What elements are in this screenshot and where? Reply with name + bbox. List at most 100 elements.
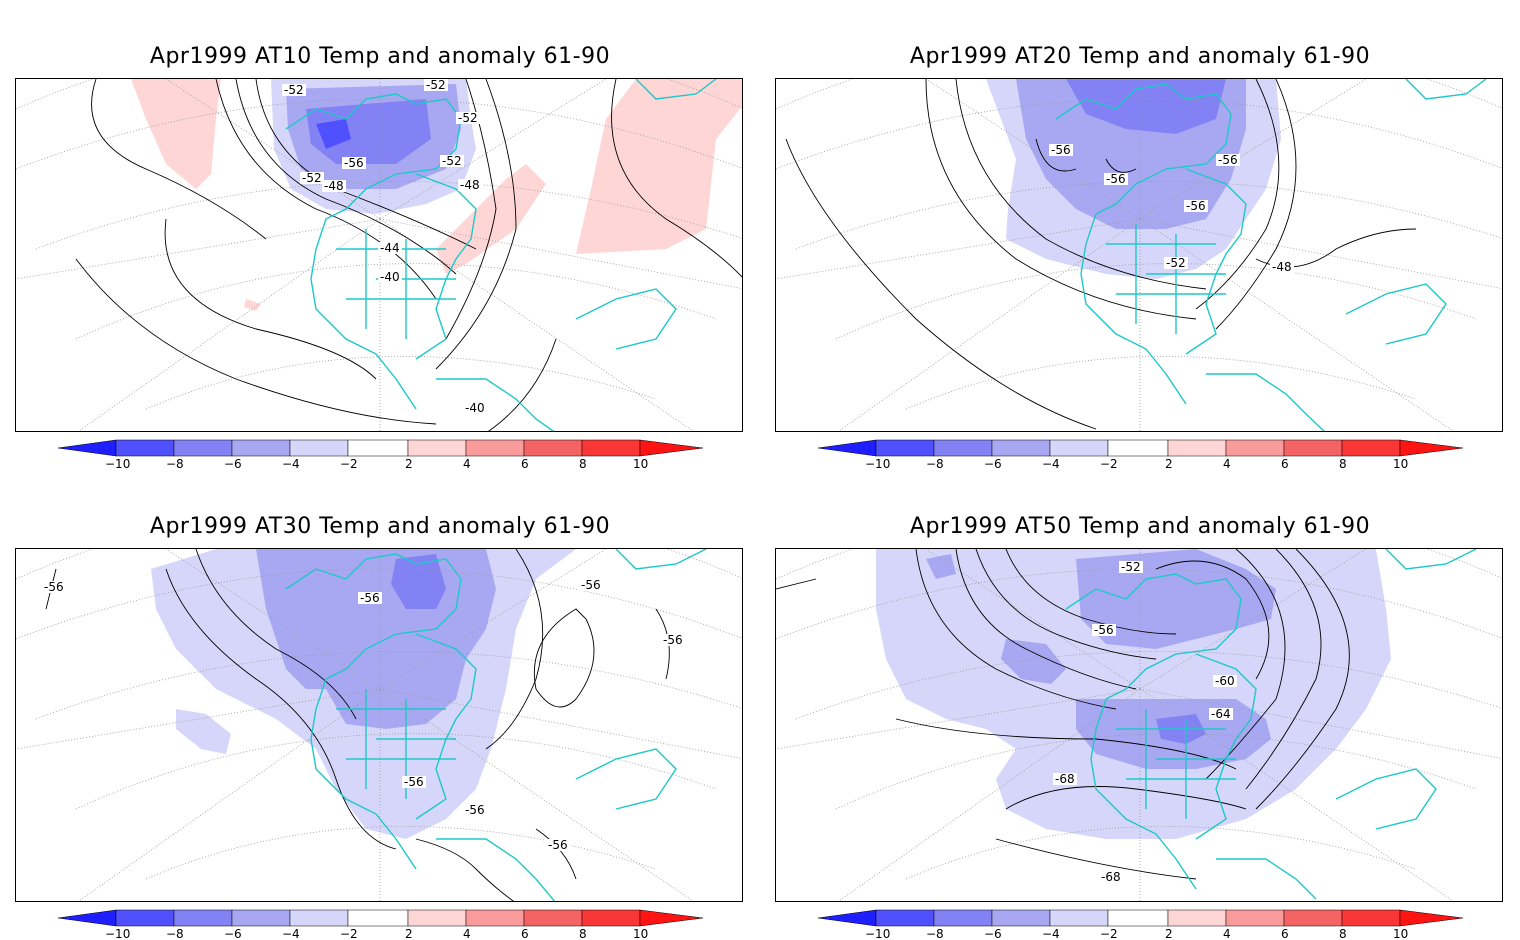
colorbar-tick: −6 [984, 927, 1002, 940]
contour-label: -68 [1101, 870, 1121, 884]
colorbar-bin [173, 909, 233, 927]
colorbar-tick: 10 [1393, 457, 1408, 470]
warm-anomaly-atlantic-west [436, 164, 546, 274]
colorbar-arrow-left [818, 909, 877, 927]
colorbar-tick: 2 [1165, 927, 1173, 940]
contour-label: -56 [1051, 143, 1071, 157]
colorbar-tick: 10 [633, 457, 648, 470]
contour-label: -52 [426, 79, 446, 92]
colorbar-arrow-right [639, 439, 703, 457]
contour-label: -44 [380, 241, 400, 255]
colorbar-tick: 6 [521, 927, 529, 940]
colorbar-tick: −10 [865, 457, 890, 470]
colorbar-bin-neutral [347, 909, 409, 927]
colorbar-bin-neutral [1107, 439, 1169, 457]
contour-label: -40 [465, 401, 485, 415]
map-frame: -56 -56 -56 -56 -52 -48 [775, 78, 1503, 432]
cold-anomaly-moderate-west-small [926, 554, 956, 579]
contour-label: -56 [548, 838, 568, 852]
contour-label: -56 [1218, 153, 1238, 167]
map-at10: -52 -52 -52 -52 -56 -52 -48 -48 -44 -40 … [16, 79, 742, 431]
colorbar-tick: −8 [166, 457, 184, 470]
panel-at50: Apr1999 AT50 Temp and anomaly 61-90 [760, 470, 1520, 940]
contour-label: -52 [458, 111, 478, 125]
colorbar-tick: 8 [579, 457, 587, 470]
panel-title: Apr1999 AT50 Temp and anomaly 61-90 [909, 514, 1371, 539]
colorbar-tick: 8 [1339, 927, 1347, 940]
coastlines [1065, 549, 1477, 900]
cold-anomaly-moderate-west [1001, 639, 1066, 684]
colorbar-arrow-right [639, 909, 703, 927]
contour-label: -56 [581, 578, 601, 592]
colorbar-arrow-left [58, 909, 117, 927]
colorbar-tick: −8 [166, 927, 184, 940]
contour-label: -52 [284, 83, 304, 97]
colorbar-bin [173, 439, 233, 457]
cold-anomaly-core [316, 119, 351, 149]
colorbar-bin [1283, 439, 1343, 457]
colorbar-bin [1225, 439, 1285, 457]
colorbar-bin [465, 439, 525, 457]
map-at30: -56 -56 -56 -56 -56 -56 -56 [16, 549, 742, 901]
colorbar-tick: −4 [282, 927, 300, 940]
colorbar-tick: −8 [926, 457, 944, 470]
colorbar-tick: −2 [340, 927, 358, 940]
cold-anomaly-weak-isolated [176, 709, 231, 754]
colorbar-tick: −6 [984, 457, 1002, 470]
colorbar-arrow-right [1399, 439, 1463, 457]
contour-label: -56 [663, 633, 683, 647]
lat-grid [16, 549, 742, 901]
map-at50: -52 -56 -60 -64 -68 -68 [776, 549, 1502, 901]
temperature-contours [75, 79, 742, 431]
colorbar-arrow-right [1399, 909, 1463, 927]
colorbar-bin [115, 439, 175, 457]
colorbar-bin [991, 909, 1051, 927]
contour-labels: -56 -56 -56 -56 -56 -56 -56 [44, 578, 685, 852]
contour-label: -56 [360, 591, 380, 605]
colorbar-bin [875, 439, 935, 457]
contour-label: -56 [1186, 199, 1206, 213]
contour-label: -52 [302, 171, 322, 185]
lat-grid [776, 79, 1502, 431]
colorbar-tick: 2 [405, 927, 413, 940]
colorbar-tick: 4 [1223, 457, 1231, 470]
colorbar-tick: −10 [105, 927, 130, 940]
colorbar: −10 −8 −6 −4 −2 2 4 6 8 10 [818, 439, 1463, 470]
colorbar-tick: 4 [463, 457, 471, 470]
colorbar-tick: 8 [579, 927, 587, 940]
colorbar-tick: −6 [224, 457, 242, 470]
colorbar-bin [1283, 909, 1343, 927]
panel-at10: Apr1999 AT10 Temp and anomaly 61-90 [0, 0, 760, 470]
contour-label: -56 [465, 803, 485, 817]
contour-label: -52 [1121, 560, 1141, 574]
colorbar-tick: −4 [1042, 927, 1060, 940]
colorbar-tick: 6 [1281, 927, 1289, 940]
contour-label: -56 [44, 580, 64, 594]
colorbar-bin [991, 439, 1051, 457]
colorbar-bin [933, 909, 993, 927]
colorbar-tick: 2 [1165, 457, 1173, 470]
colorbar-bin [231, 909, 291, 927]
contour-label: -48 [324, 179, 344, 193]
temperature-contours [776, 549, 1350, 880]
map-frame: -52 -56 -60 -64 -68 -68 [775, 548, 1503, 902]
contour-label: -56 [1094, 623, 1114, 637]
colorbar-bin [231, 439, 291, 457]
colorbar-bin [1341, 909, 1401, 927]
colorbar-bin [289, 909, 349, 927]
cold-anomaly-strong [1066, 79, 1226, 134]
colorbar-bin [407, 439, 467, 457]
colorbar: −10 −8 −6 −4 −2 2 4 6 8 10 [58, 439, 703, 470]
colorbar-bin-neutral [347, 439, 409, 457]
contour-labels: -52 -56 -60 -64 -68 -68 [1053, 560, 1237, 884]
colorbar-bin [523, 909, 583, 927]
colorbar: −10 −8 −6 −4 −2 2 4 6 8 10 [58, 909, 703, 940]
colorbar-bin [1225, 909, 1285, 927]
colorbar-tick: −4 [1042, 457, 1060, 470]
contour-label: -40 [380, 270, 400, 284]
colorbar-tick: −10 [865, 927, 890, 940]
cold-anomaly-strong [391, 554, 446, 609]
cold-anomaly-strong [306, 99, 431, 164]
colorbar-tick: −6 [224, 927, 242, 940]
warm-anomaly-atlantic-east [576, 79, 742, 254]
